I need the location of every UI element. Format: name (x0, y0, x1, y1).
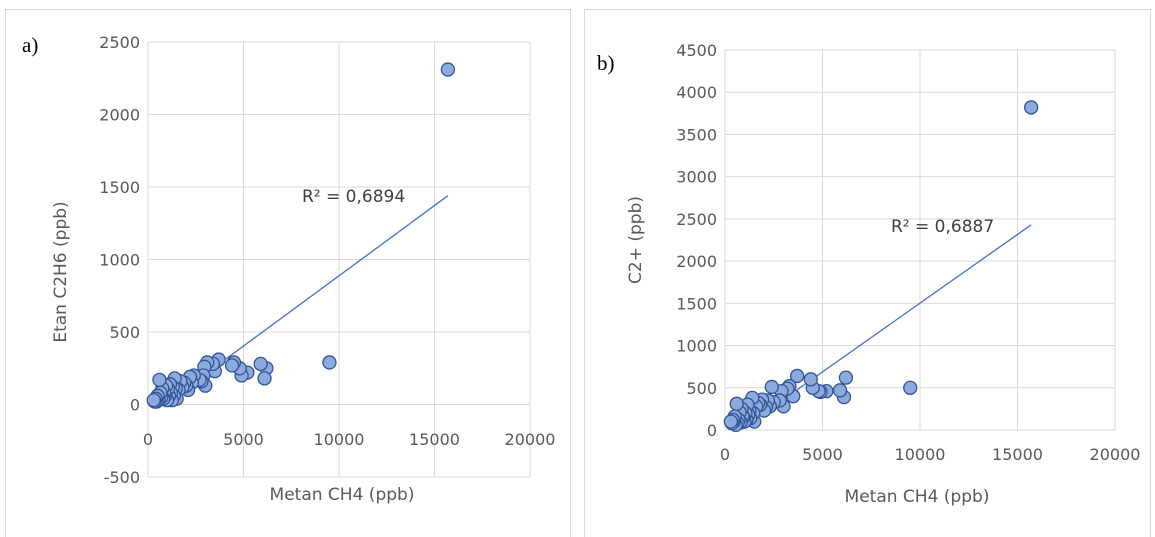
chart-a-x-axis-title: Metan CH4 (ppb) (270, 485, 415, 505)
a-data-point (224, 358, 240, 373)
b-data-point (803, 372, 818, 387)
a-x-tick-label: 10000 (314, 430, 365, 449)
chart-b: b) 050010001500200025003000350040004500 … (597, 41, 1140, 507)
a-data-point (257, 371, 272, 386)
a-y-tick-label: 500 (109, 323, 140, 342)
b-y-tick-label: 3000 (676, 168, 717, 187)
panel-a-frame (5, 9, 571, 537)
b-data-point (723, 414, 738, 429)
panel-a-label: a) (22, 33, 38, 57)
chart-a-trendline-group (201, 195, 449, 378)
a-data-point (322, 355, 337, 370)
chart-b-x-axis-title: Metan CH4 (ppb) (845, 487, 990, 507)
b-data-point (790, 368, 805, 384)
chart-b-y-axis-title: C2+ (ppb) (626, 196, 646, 284)
chart-a-r2-label: R² = 0,6894 (302, 187, 405, 207)
a-y-tick-label: 2000 (99, 106, 140, 125)
chart-b-x-ticks: 0 5000 10000 15000 20000 (720, 445, 1141, 464)
a-data-point (146, 392, 161, 408)
chart-a-y-axis-title: Etan C2H6 (ppb) (51, 201, 71, 342)
a-data-point (253, 356, 268, 372)
b-x-tick-label: 20000 (1090, 445, 1141, 464)
b-data-point (1024, 100, 1039, 115)
chart-b-r2-label: R² = 0,6887 (891, 217, 994, 237)
a-y-tick-label: 2500 (99, 33, 140, 52)
b-trendline (779, 224, 1032, 403)
b-y-tick-label: 4500 (676, 41, 717, 60)
b-x-tick-label: 15000 (992, 445, 1043, 464)
a-x-tick-label: 5000 (223, 430, 264, 449)
b-y-tick-label: 2000 (676, 252, 717, 271)
a-y-tick-label: 1000 (99, 251, 140, 270)
chart-a-y-ticks: -500 0 500 1000 1500 2000 2500 (99, 33, 140, 487)
b-y-tick-label: 0 (707, 421, 717, 440)
chart-b-points (723, 100, 1039, 433)
a-y-tick-label: 1500 (99, 178, 140, 197)
b-data-point (832, 383, 848, 398)
b-data-point (764, 379, 779, 395)
panel-b-frame (584, 9, 1151, 537)
chart-a-x-ticks: 0 5000 10000 15000 20000 (143, 430, 556, 449)
chart-b-trendline-group (779, 224, 1032, 403)
b-data-point (903, 380, 918, 395)
chart-a-grid (147, 41, 531, 478)
panel-b-label: b) (597, 51, 615, 75)
b-y-tick-label: 1000 (676, 337, 717, 356)
b-y-tick-label: 2500 (676, 210, 717, 229)
b-y-tick-label: 3500 (676, 125, 717, 144)
a-x-tick-label: 0 (143, 430, 153, 449)
b-data-point (838, 370, 854, 385)
a-y-tick-label: 0 (130, 396, 140, 415)
chart-a-points (146, 62, 456, 409)
a-data-point (440, 62, 456, 77)
b-x-tick-label: 0 (720, 445, 730, 464)
b-data-point (729, 396, 744, 411)
b-y-tick-label: 500 (686, 379, 717, 398)
b-x-tick-label: 5000 (802, 445, 843, 464)
a-y-tick-label: -500 (104, 468, 140, 487)
b-y-tick-label: 1500 (676, 294, 717, 313)
b-x-tick-label: 10000 (895, 445, 946, 464)
a-trendline (201, 195, 449, 378)
chart-b-y-ticks: 0 500 1000 1500 2000 2500 3000 3500 4000 4500 (676, 41, 717, 440)
a-x-tick-label: 20000 (505, 430, 556, 449)
a-x-tick-label: 15000 (409, 430, 460, 449)
b-y-tick-label: 4000 (676, 83, 717, 102)
a-data-point (152, 372, 167, 388)
